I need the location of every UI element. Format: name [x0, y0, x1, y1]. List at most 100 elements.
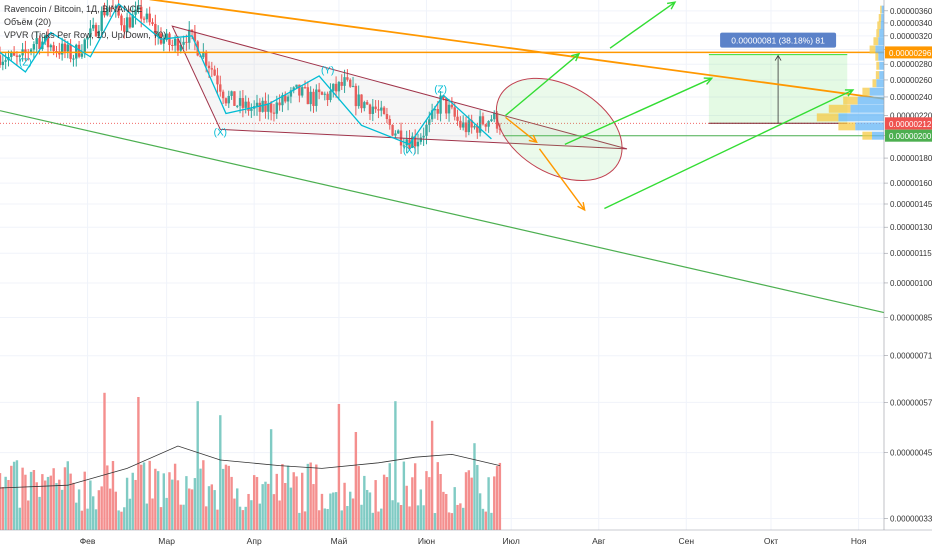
volume-bar-165 — [464, 472, 468, 530]
candle-body — [326, 93, 329, 101]
candle-body — [332, 83, 335, 91]
price-tag-bg-1 — [885, 117, 932, 130]
volume-bar-93 — [261, 484, 264, 530]
volume-bar-96 — [269, 429, 273, 530]
candle-95 — [267, 94, 270, 120]
candle-body — [89, 28, 92, 38]
volume-bar-27 — [75, 502, 78, 530]
candle-body — [92, 24, 95, 29]
candle-body — [284, 95, 287, 102]
candle-body — [281, 95, 284, 106]
candle-body — [10, 52, 13, 57]
candle-139 — [391, 124, 394, 137]
candle-72 — [202, 43, 205, 60]
candle-97 — [272, 104, 276, 122]
candle-body — [402, 145, 406, 147]
volume-bar-148 — [416, 505, 420, 530]
volume-bar-86 — [241, 510, 245, 530]
candle-6 — [15, 51, 19, 66]
volume-bar-175 — [493, 476, 496, 530]
candle-body — [300, 87, 304, 96]
candle-body — [154, 23, 157, 36]
candle-body — [292, 87, 295, 91]
volume-bar-55 — [154, 468, 157, 530]
candle-129 — [363, 100, 366, 112]
symbol-title[interactable]: Ravencoin / Bitcoin, 1Д, BINANCE — [4, 4, 143, 14]
green-arrow-3 — [609, 1, 676, 49]
vpvr-indicator-title[interactable]: VPVR (Ticks Per Row, 10, Up/Down, 70) — [4, 30, 167, 40]
candle-body — [439, 95, 442, 114]
volume-bar-0 — [0, 473, 2, 530]
candle-30 — [83, 38, 86, 58]
month-label-1: Мар — [158, 536, 175, 546]
candle-77 — [216, 67, 219, 94]
volume-bar-59 — [165, 497, 168, 530]
volume-bar-163 — [459, 503, 462, 530]
volume-bar-136 — [382, 474, 386, 530]
candle-body — [94, 24, 98, 37]
volume-bar-113 — [317, 510, 321, 530]
candle-115 — [323, 91, 326, 101]
volume-bar-101 — [284, 482, 287, 530]
volume-bar-167 — [470, 477, 473, 530]
candle-167 — [470, 114, 473, 134]
volume-bar-135 — [380, 508, 383, 530]
candle-body — [493, 112, 496, 120]
candle-body — [323, 93, 326, 95]
candle-body — [224, 98, 228, 104]
vpvr-down-11 — [843, 96, 858, 105]
candle-140 — [394, 130, 397, 138]
candle-body — [473, 126, 476, 128]
volume-bar-47 — [131, 472, 134, 530]
volume-bar-118 — [332, 492, 335, 530]
volume-indicator-title[interactable]: Объём (20) — [4, 17, 52, 27]
candle-38 — [106, 0, 109, 17]
candle-34 — [94, 22, 98, 38]
candle-49 — [137, 0, 140, 14]
candle-body — [162, 39, 166, 44]
volume-bar-144 — [405, 485, 408, 530]
candle-body — [0, 55, 2, 66]
candle-body — [216, 75, 219, 85]
candle-body — [351, 85, 355, 87]
candle-78 — [219, 75, 222, 97]
volume-bar-36 — [100, 486, 103, 530]
volume-bar-66 — [185, 476, 188, 530]
vpvr-down-3 — [876, 29, 880, 38]
candle-54 — [151, 18, 154, 26]
volume-bar-11 — [29, 471, 33, 530]
wave-label-4: (X) — [403, 145, 416, 156]
candle-body — [337, 81, 341, 92]
candle-18 — [49, 43, 53, 52]
volume-bar-126 — [354, 432, 358, 530]
candle-body — [450, 104, 454, 108]
volume-bar-56 — [156, 471, 160, 530]
month-label-4: Июн — [418, 536, 435, 546]
vpvr-up-12 — [850, 104, 884, 113]
candle-150 — [422, 127, 425, 146]
volume-bar-157 — [442, 491, 445, 530]
candle-body — [334, 83, 338, 92]
candle-body — [72, 58, 75, 60]
measure-label: 0.00000081 (38.18%) 81 — [731, 36, 825, 46]
price-label-6: 0.00000240 — [890, 93, 932, 102]
candle-body — [100, 11, 103, 31]
candle-91 — [255, 94, 259, 116]
candle-81 — [227, 90, 230, 108]
candle-body — [309, 91, 312, 105]
candle-120 — [337, 80, 341, 101]
volume-bar-48 — [134, 479, 137, 530]
vpvr-down-1 — [878, 14, 882, 23]
candle-body — [29, 49, 33, 53]
green-arrow-0 — [505, 53, 580, 116]
volume-bar-102 — [286, 465, 290, 530]
candle-23 — [63, 38, 67, 59]
vpvr-up-8 — [879, 71, 884, 80]
candle-58 — [162, 34, 166, 52]
candle-163 — [459, 116, 462, 130]
candle-body — [357, 94, 360, 107]
candle-143 — [402, 138, 406, 149]
candle-body — [247, 101, 250, 111]
